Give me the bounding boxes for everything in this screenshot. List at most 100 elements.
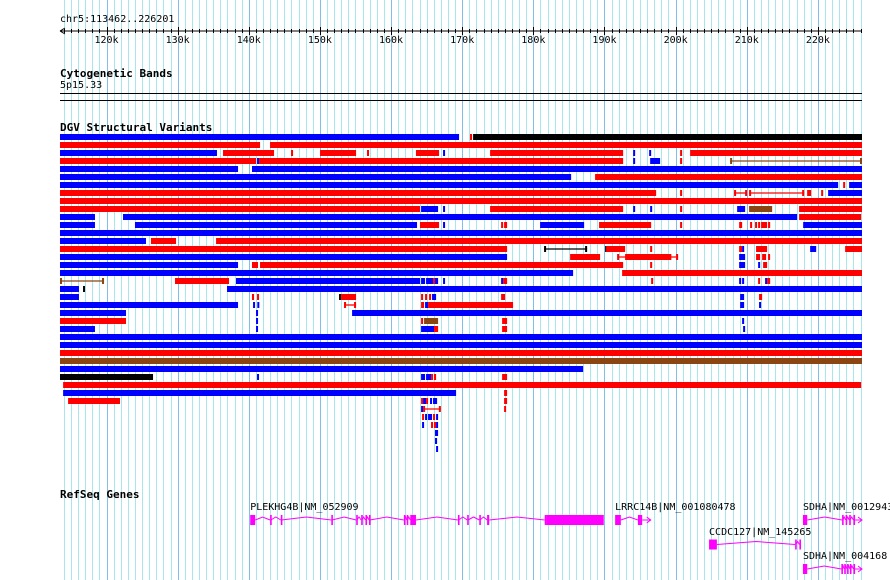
gene-model[interactable] bbox=[802, 564, 863, 574]
sv-feature[interactable] bbox=[821, 190, 824, 196]
sv-feature[interactable] bbox=[428, 414, 433, 420]
sv-feature[interactable] bbox=[755, 222, 758, 228]
sv-feature[interactable] bbox=[430, 398, 433, 404]
sv-feature[interactable] bbox=[421, 326, 435, 332]
sv-feature[interactable] bbox=[501, 222, 504, 228]
sv-feature[interactable] bbox=[739, 246, 743, 252]
sv-feature[interactable] bbox=[680, 222, 683, 228]
sv-feature[interactable] bbox=[740, 302, 745, 308]
sv-feature[interactable] bbox=[739, 222, 743, 228]
sv-feature[interactable] bbox=[83, 286, 86, 292]
gene-model[interactable] bbox=[250, 515, 604, 525]
sv-feature[interactable] bbox=[426, 374, 432, 380]
sv-feature[interactable] bbox=[251, 166, 862, 172]
gene-model[interactable] bbox=[615, 515, 652, 525]
sv-feature[interactable] bbox=[59, 366, 584, 372]
sv-feature[interactable] bbox=[443, 222, 446, 228]
sv-feature[interactable] bbox=[59, 238, 146, 244]
sv-feature[interactable] bbox=[59, 334, 862, 340]
sv-feature[interactable] bbox=[680, 150, 683, 156]
gene-label[interactable]: PLEKHG4B|NM_052909 bbox=[250, 502, 359, 513]
sv-feature[interactable] bbox=[843, 182, 846, 188]
sv-feature[interactable] bbox=[436, 446, 439, 452]
sv-feature[interactable] bbox=[633, 158, 636, 164]
sv-feature[interactable] bbox=[434, 422, 437, 428]
sv-feature[interactable] bbox=[501, 278, 504, 284]
sv-feature[interactable] bbox=[633, 150, 636, 156]
sv-feature[interactable] bbox=[768, 254, 771, 260]
sv-feature[interactable] bbox=[59, 374, 154, 380]
sv-feature[interactable] bbox=[622, 270, 862, 276]
sv-feature[interactable] bbox=[767, 278, 771, 284]
sv-feature[interactable] bbox=[650, 246, 653, 252]
sv-feature[interactable] bbox=[502, 374, 508, 380]
sv-feature[interactable] bbox=[435, 278, 439, 284]
sv-feature[interactable] bbox=[490, 206, 624, 212]
sv-feature[interactable] bbox=[59, 270, 574, 276]
sv-feature[interactable] bbox=[59, 254, 508, 260]
sv-feature[interactable] bbox=[490, 150, 624, 156]
sv-feature[interactable] bbox=[367, 150, 370, 156]
sv-feature[interactable] bbox=[420, 222, 440, 228]
sv-feature[interactable] bbox=[756, 246, 768, 252]
sv-feature[interactable] bbox=[504, 398, 508, 404]
sv-feature[interactable] bbox=[650, 158, 661, 164]
sv-feature[interactable] bbox=[257, 374, 260, 380]
sv-feature[interactable] bbox=[765, 278, 768, 284]
sv-feature[interactable] bbox=[759, 302, 762, 308]
sv-feature[interactable] bbox=[504, 390, 508, 396]
sv-feature[interactable] bbox=[651, 278, 654, 284]
sv-feature[interactable] bbox=[257, 302, 260, 308]
sv-feature[interactable] bbox=[432, 294, 437, 300]
sv-feature[interactable] bbox=[436, 422, 439, 428]
sv-feature[interactable] bbox=[59, 302, 239, 308]
sv-feature[interactable] bbox=[59, 190, 657, 196]
sv-feature[interactable] bbox=[59, 286, 79, 292]
sv-feature[interactable] bbox=[749, 206, 773, 212]
sv-feature[interactable] bbox=[504, 222, 508, 228]
gene-label[interactable]: SDHA|NM_004168 bbox=[802, 551, 888, 562]
sv-feature[interactable] bbox=[828, 190, 862, 196]
sv-feature[interactable] bbox=[150, 238, 177, 244]
sv-feature[interactable] bbox=[425, 414, 428, 420]
sv-feature[interactable] bbox=[235, 278, 421, 284]
ruler-left-arrow-icon[interactable] bbox=[59, 27, 66, 35]
sv-feature[interactable] bbox=[443, 150, 446, 156]
sv-feature[interactable] bbox=[426, 398, 429, 404]
sv-feature[interactable] bbox=[690, 150, 862, 156]
sv-feature[interactable] bbox=[257, 158, 260, 164]
sv-feature[interactable] bbox=[680, 158, 683, 164]
sv-feature[interactable] bbox=[251, 294, 255, 300]
sv-feature[interactable] bbox=[435, 438, 438, 444]
sv-feature[interactable] bbox=[650, 262, 653, 268]
sv-feature[interactable] bbox=[759, 294, 763, 300]
sv-feature[interactable] bbox=[341, 294, 357, 300]
sv-feature[interactable] bbox=[253, 302, 256, 308]
sv-feature[interactable] bbox=[223, 150, 275, 156]
sv-feature[interactable] bbox=[227, 286, 862, 292]
sv-feature[interactable] bbox=[421, 406, 424, 412]
sv-feature[interactable] bbox=[421, 294, 424, 300]
gene-label[interactable]: SDHA|NM_0012943 bbox=[802, 502, 890, 513]
sv-feature[interactable] bbox=[423, 398, 427, 404]
sv-feature[interactable] bbox=[743, 326, 746, 332]
refseq-track-title[interactable]: RefSeq Genes bbox=[60, 488, 140, 501]
sv-feature[interactable] bbox=[501, 294, 506, 300]
sv-feature[interactable] bbox=[339, 294, 342, 300]
sv-feature[interactable] bbox=[428, 302, 514, 308]
sv-feature[interactable] bbox=[256, 310, 259, 316]
sv-feature[interactable] bbox=[803, 222, 862, 228]
sv-feature[interactable] bbox=[123, 214, 798, 220]
sv-feature[interactable] bbox=[762, 254, 767, 260]
sv-feature[interactable] bbox=[502, 326, 508, 332]
sv-feature[interactable] bbox=[633, 206, 636, 212]
sv-feature[interactable] bbox=[570, 254, 601, 260]
sv-feature[interactable] bbox=[473, 134, 862, 140]
sv-feature[interactable] bbox=[251, 262, 259, 268]
sv-feature[interactable] bbox=[421, 278, 426, 284]
sv-feature[interactable] bbox=[59, 262, 239, 268]
sv-feature[interactable] bbox=[435, 430, 439, 436]
sv-feature[interactable] bbox=[59, 182, 839, 188]
sv-feature[interactable] bbox=[845, 246, 862, 252]
sv-feature[interactable] bbox=[63, 382, 862, 388]
